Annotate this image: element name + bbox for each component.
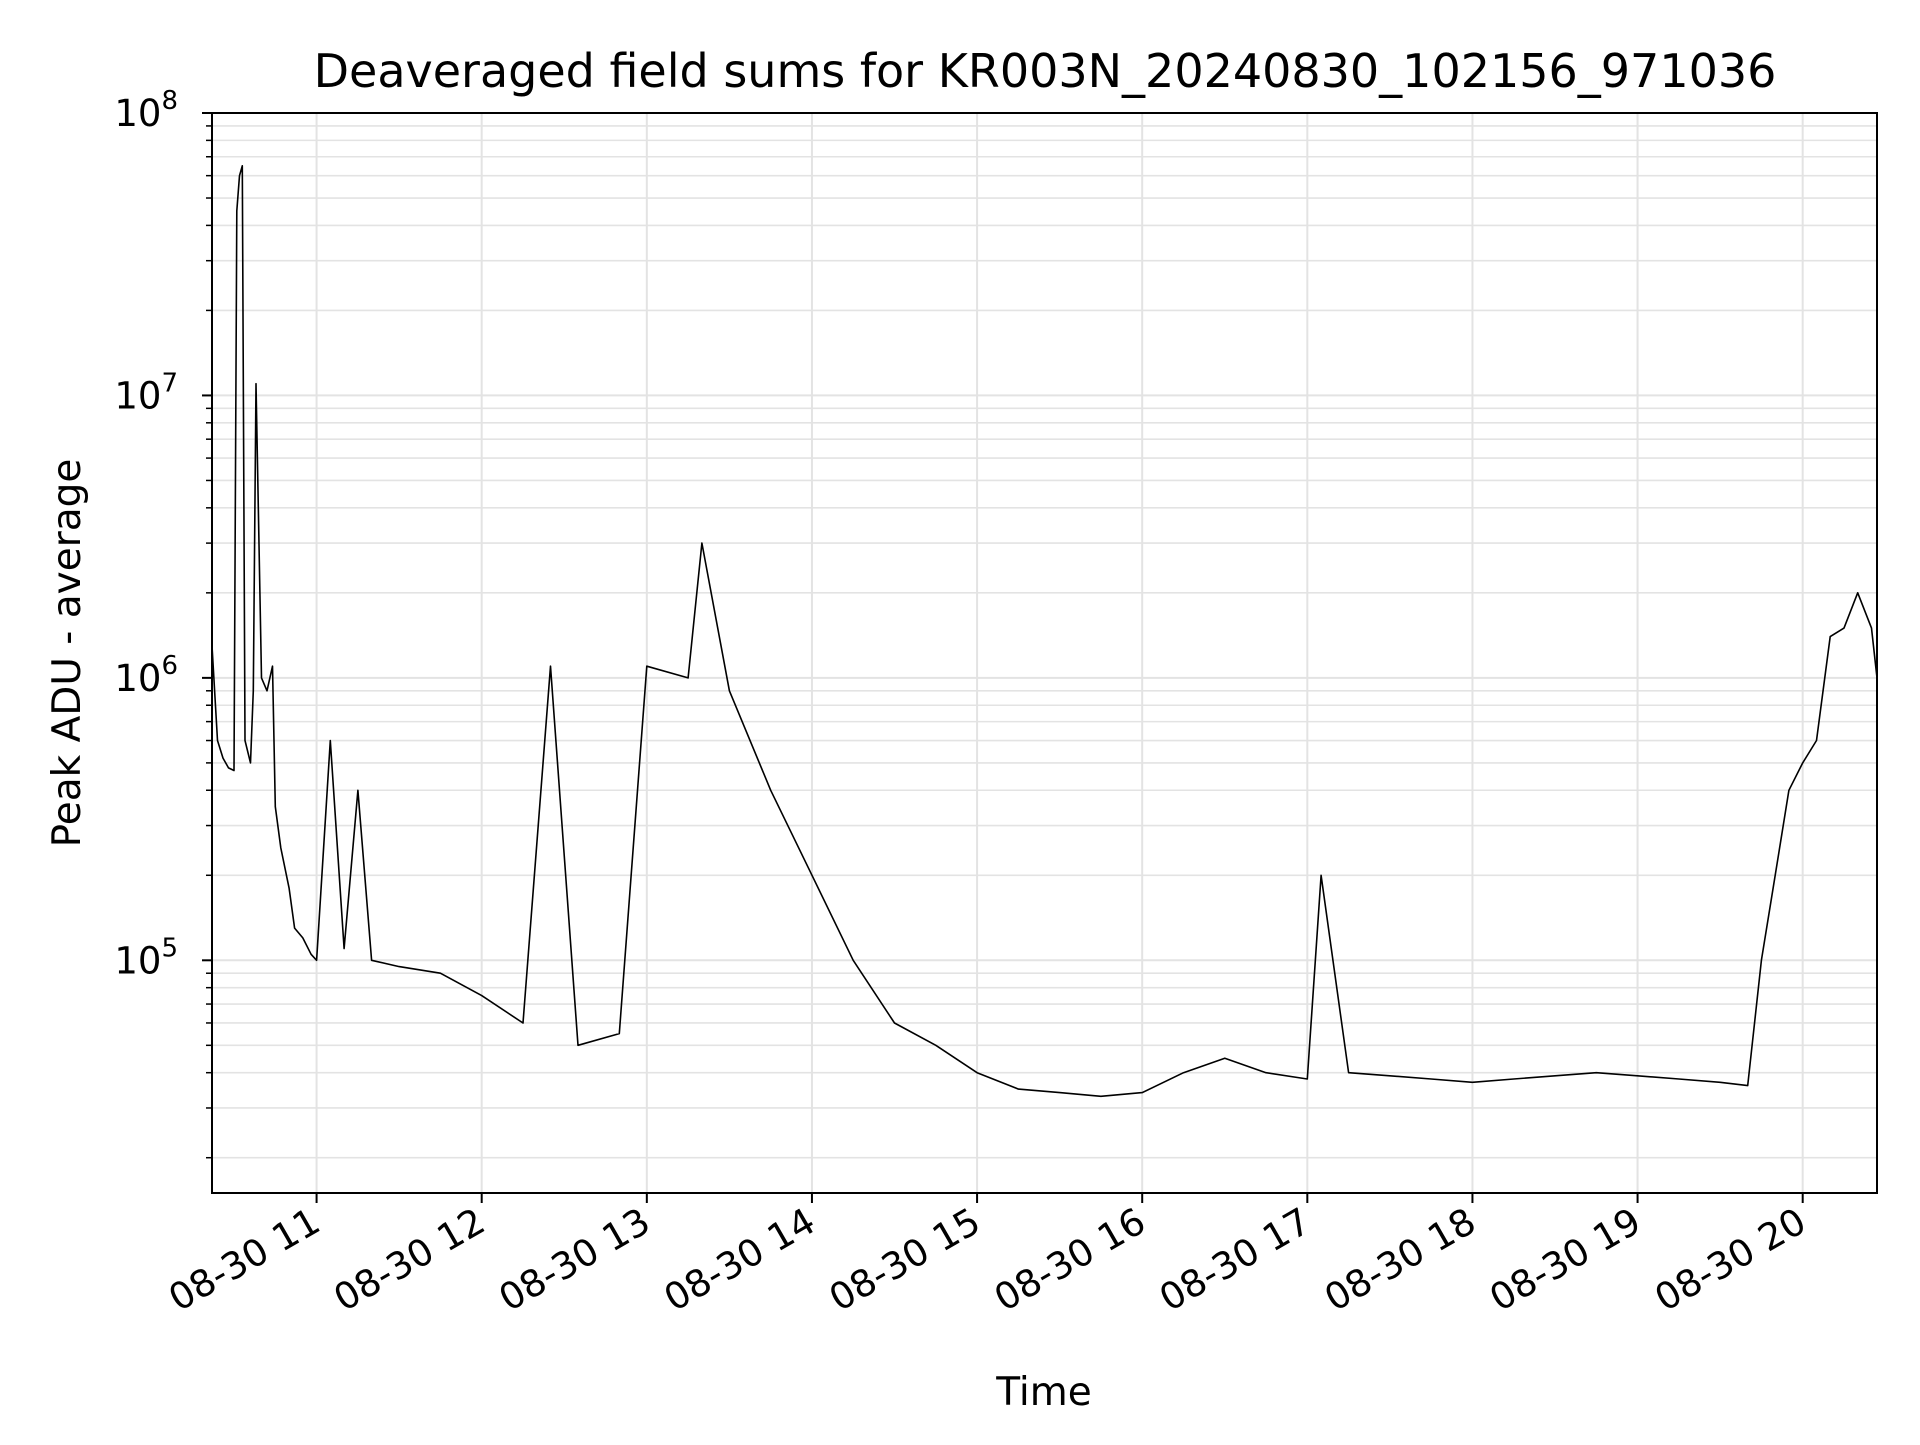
y-tick-label: 107 [114,368,178,417]
x-tick-label: 08-30 17 [1152,1200,1318,1320]
x-tick-label: 08-30 18 [1317,1200,1483,1320]
x-tick-label: 08-30 15 [822,1200,988,1320]
x-tick-label: 08-30 12 [327,1200,493,1320]
plot-background [212,113,1877,1193]
x-tick-label: 08-30 11 [162,1200,328,1320]
y-axis-label: Peak ADU - average [45,459,90,848]
grid [212,112,1877,1193]
chart-title: Deaveraged field sums for KR003N_2024083… [314,44,1777,98]
y-tick-label: 105 [114,933,178,982]
x-tick-label: 08-30 16 [987,1200,1153,1320]
x-tick-label: 08-30 14 [657,1200,823,1320]
x-axis-label: Time [995,1370,1091,1415]
series-layer [211,165,1878,1098]
y-tick-label: 108 [114,86,178,135]
x-tick-label: 08-30 19 [1482,1200,1648,1320]
x-tick-label: 08-30 13 [492,1200,658,1320]
x-tick-label: 08-30 20 [1648,1200,1814,1320]
plot-frame [211,112,1878,1194]
data-series-line [211,165,1878,1098]
y-tick-label: 106 [114,651,178,700]
